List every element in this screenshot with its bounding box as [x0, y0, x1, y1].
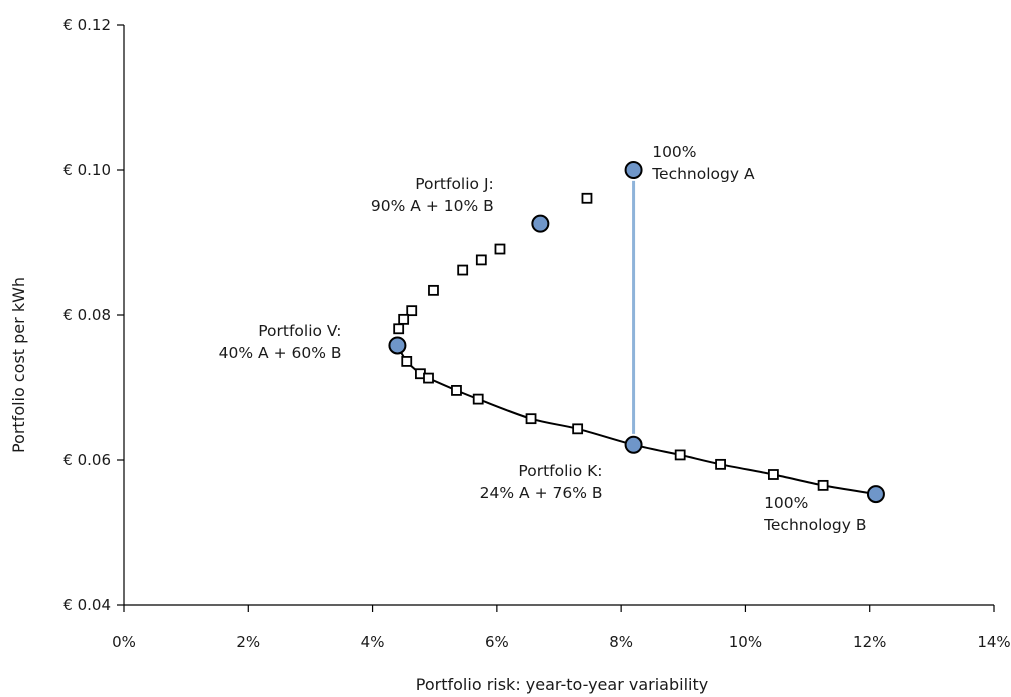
annotation-line: 40% A + 60% B [219, 344, 342, 362]
x-tick-label: 10% [729, 633, 762, 651]
annotation-line: 90% A + 10% B [371, 197, 494, 215]
portfolio-square-marker [472, 393, 484, 405]
annotation-line: 100% [652, 143, 696, 161]
annotation-line: Technology B [763, 516, 866, 534]
portfolio-square-marker [715, 458, 726, 470]
efficient-frontier-line [396, 344, 877, 496]
annotation: 100% Technology B [763, 494, 866, 534]
x-axis-title: Portfolio risk: year-to-year variability [416, 675, 708, 694]
annotation: Portfolio V: 40% A + 60% B [219, 322, 342, 362]
portfolio-square-marker [494, 243, 506, 255]
portfolio-square-marker [767, 469, 779, 480]
portfolio-square-marker [401, 355, 413, 367]
highlighted-portfolio-marker [531, 214, 550, 233]
x-tick-label: 6% [485, 633, 509, 651]
highlighted-portfolio-marker [624, 435, 643, 454]
portfolio-square-marker [451, 384, 462, 396]
annotation: 100% Technology A [651, 143, 755, 183]
portfolio-square-marker [475, 254, 487, 266]
portfolio-square-marker [674, 449, 686, 461]
y-tick-label: € 0.08 [63, 306, 111, 324]
portfolio-square-marker [581, 192, 593, 204]
y-tick-label: € 0.06 [63, 451, 111, 469]
highlighted-portfolio-marker [866, 485, 885, 504]
x-tick-label: 14% [977, 633, 1010, 651]
frontier-curve-layer [396, 344, 877, 496]
annotation-line: 100% [764, 494, 808, 512]
portfolio-square-marker [423, 372, 434, 384]
annotation-line: Technology A [651, 165, 755, 183]
highlighted-portfolio-marker [388, 336, 407, 355]
annotation-line: Portfolio K: [518, 462, 602, 480]
portfolio-square-marker [572, 423, 584, 435]
portfolio-square-marker [457, 264, 469, 276]
y-tick-label: € 0.12 [63, 16, 111, 34]
tick-labels: € 0.04 € 0.06 € 0.08 € 0.10 € 0.12 0% 2% 4% 6% 8%… [63, 16, 1010, 651]
portfolio-square-marker [393, 323, 405, 335]
axes [117, 24, 995, 612]
annotation: Portfolio J: 90% A + 10% B [371, 175, 494, 215]
portfolio-square-marker [817, 479, 829, 491]
annotation-line: Portfolio V: [258, 322, 341, 340]
data-points [388, 161, 885, 504]
x-tick-label: 12% [853, 633, 886, 651]
highlighted-portfolio-marker [624, 161, 643, 179]
annotations: 100% Technology A Portfolio J: 90% A + 10% … [219, 143, 867, 534]
portfolio-square-marker [525, 413, 537, 425]
annotation: Portfolio K: 24% A + 76% B [480, 462, 603, 502]
portfolio-square-marker [428, 284, 439, 296]
annotation-line: 24% A + 76% B [480, 484, 603, 502]
x-tick-label: 0% [112, 633, 136, 651]
x-tick-label: 8% [609, 633, 633, 651]
y-axis-title: Portfolio cost per kWh [9, 277, 28, 453]
portfolio-square-marker [398, 313, 410, 325]
x-tick-label: 4% [361, 633, 385, 651]
y-tick-label: € 0.10 [63, 161, 111, 179]
x-tick-label: 2% [236, 633, 260, 651]
y-tick-label: € 0.04 [63, 596, 111, 614]
annotation-line: Portfolio J: [415, 175, 493, 193]
portfolio-square-marker [406, 305, 418, 317]
